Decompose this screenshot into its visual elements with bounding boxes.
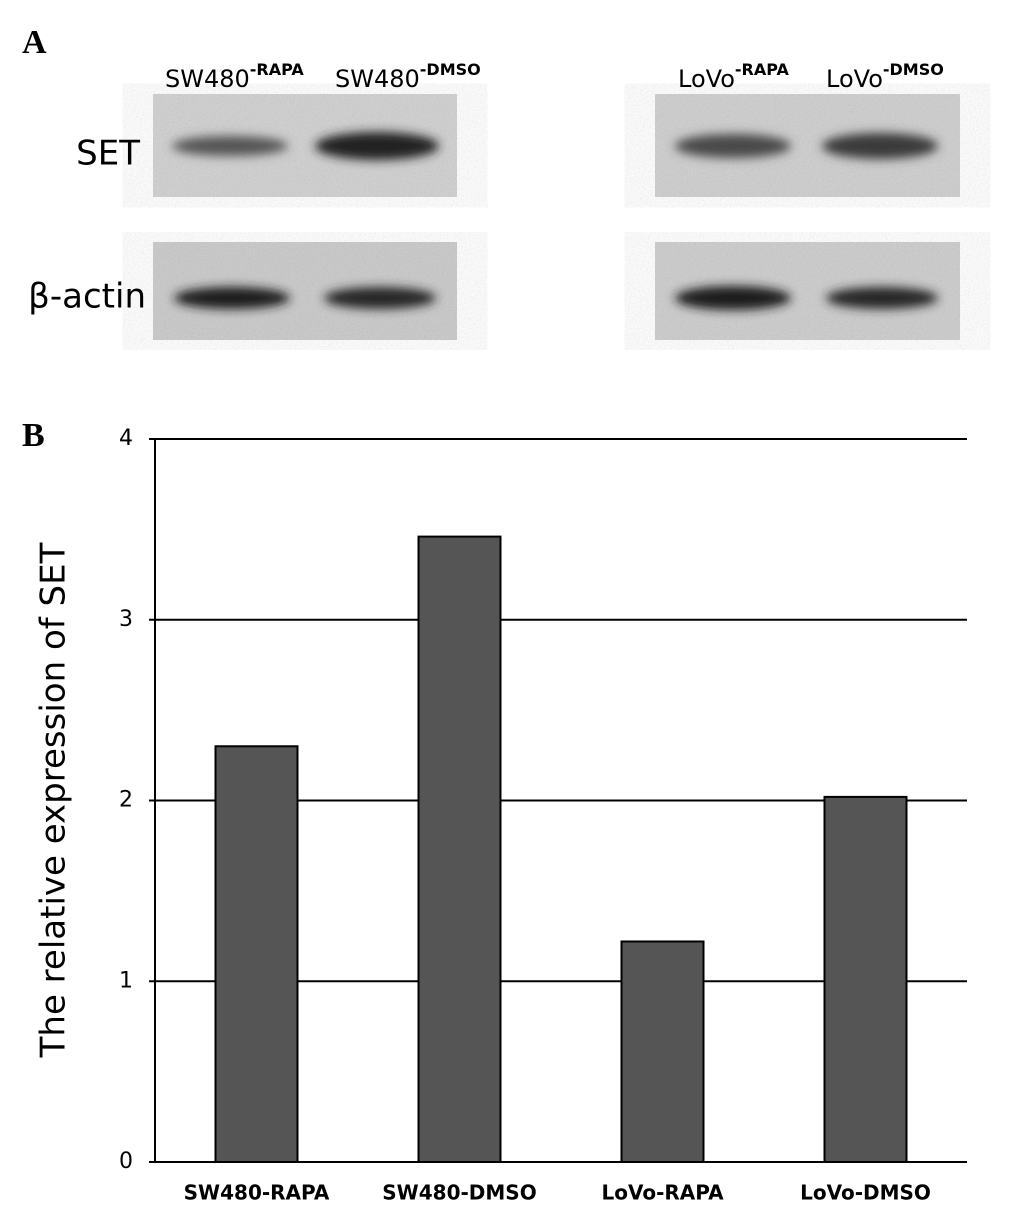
lane-label: SW480-RAPA <box>165 60 304 94</box>
y-tick-label: 3 <box>119 607 133 632</box>
y-tick-label: 0 <box>119 1149 133 1174</box>
band <box>826 287 938 309</box>
lane-name: LoVo <box>826 65 883 93</box>
bar <box>823 795 908 1163</box>
blot-panel: SW480-RAPA SW480-DMSO LoVo-RAPA LoVo-DMS… <box>28 60 960 340</box>
row-label: SET <box>76 134 140 174</box>
band <box>822 133 938 159</box>
y-axis-title: The relative expression of SET <box>34 542 74 1058</box>
lane-name: LoVo <box>678 65 735 93</box>
lane-label: LoVo-RAPA <box>678 60 789 94</box>
band <box>172 136 288 156</box>
x-tick-label: SW480-RAPA <box>184 1181 330 1205</box>
band <box>315 132 439 160</box>
lane-suffix: -RAPA <box>250 60 305 79</box>
lane-suffix: -DMSO <box>883 60 944 79</box>
y-tick-label: 1 <box>119 968 133 993</box>
lane-name: SW480 <box>335 65 420 93</box>
row-label: β-actin <box>28 277 146 317</box>
bar <box>214 745 299 1164</box>
y-tick-label: 4 <box>119 426 133 451</box>
x-tick-label: SW480-DMSO <box>382 1181 536 1205</box>
lane-suffix: -RAPA <box>735 60 790 79</box>
band <box>324 287 436 309</box>
x-tick-label: LoVo-DMSO <box>800 1181 931 1205</box>
band <box>675 134 791 158</box>
lane-name: SW480 <box>165 65 250 93</box>
lane-label: LoVo-DMSO <box>826 60 944 94</box>
plot: 0 1 2 3 4 SW480-RAPA SW480-DMSO LoVo-RAPA LoVo-D… <box>119 426 967 1205</box>
lane-suffix: -DMSO <box>420 60 481 79</box>
bar <box>417 535 502 1163</box>
lane-label: SW480-DMSO <box>335 60 481 94</box>
band <box>675 286 791 310</box>
y-tick-label: 2 <box>119 788 133 813</box>
band <box>174 287 290 309</box>
bar <box>620 940 705 1163</box>
panel-label: A <box>22 24 47 61</box>
x-tick-label: LoVo-RAPA <box>601 1181 724 1205</box>
panel-label: B <box>22 417 45 454</box>
